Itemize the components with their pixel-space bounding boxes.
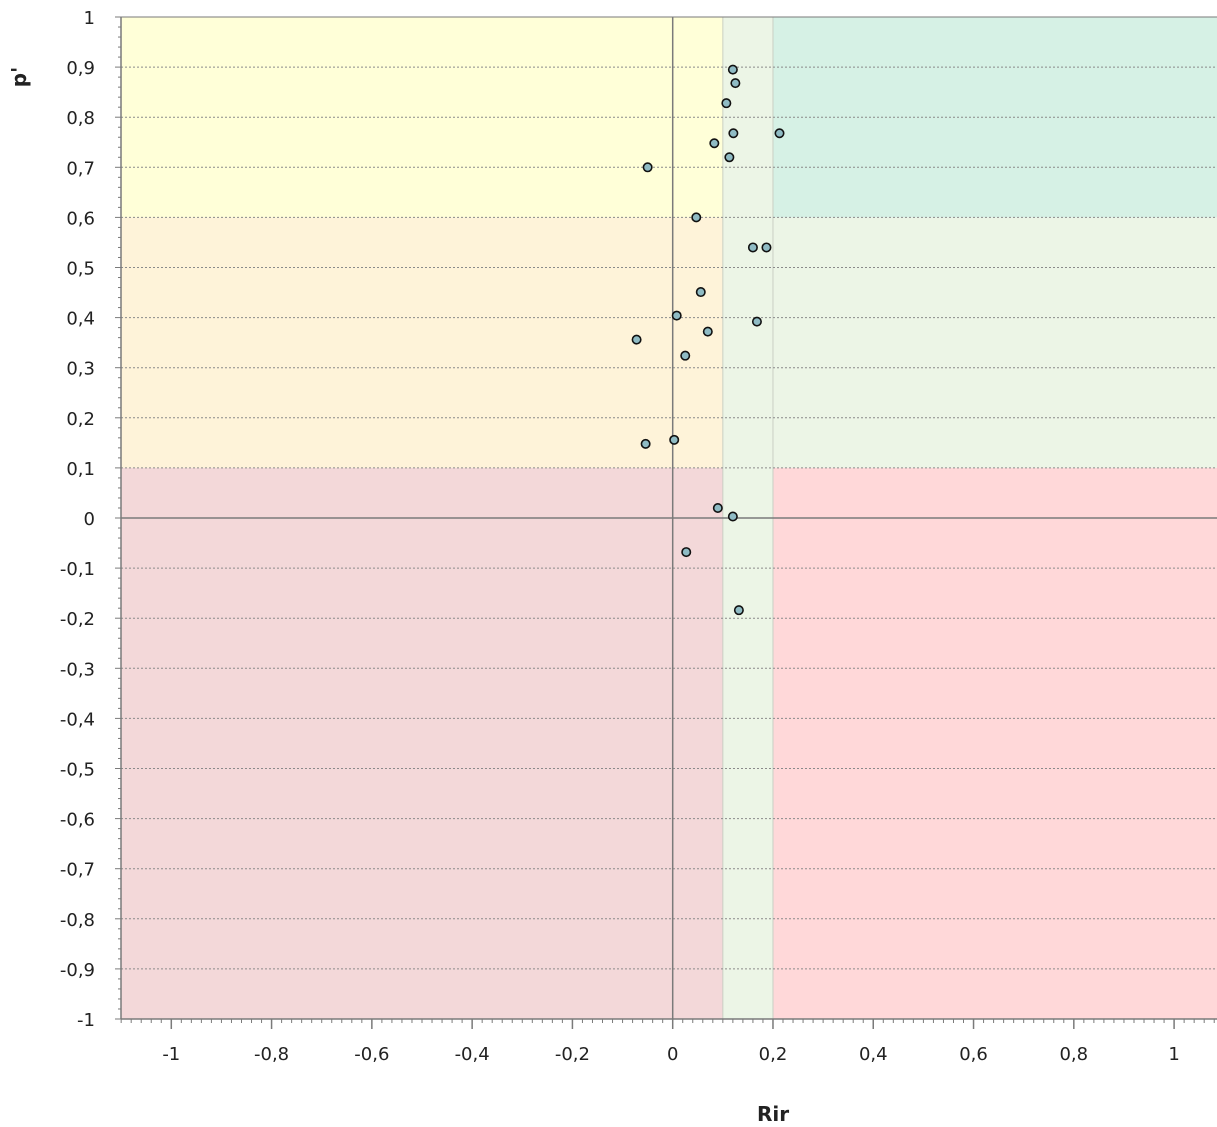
region-4: [722, 467, 773, 1019]
data-point: [712, 502, 723, 513]
x-tick-label: 0: [667, 1044, 678, 1065]
data-point: [747, 242, 758, 253]
data-point: [733, 605, 744, 616]
y-tick-label: -0,9: [60, 960, 95, 981]
data-point: [631, 334, 642, 345]
data-point: [730, 78, 741, 89]
y-tick-label: 0,1: [66, 459, 95, 480]
data-point: [691, 212, 702, 223]
data-point: [681, 547, 692, 558]
x-tick-label: -0,2: [555, 1044, 590, 1065]
y-tick-label: -0,7: [60, 860, 95, 881]
y-tick-label: 0,4: [66, 309, 95, 330]
x-tick-label: -1: [162, 1044, 180, 1065]
y-tick-label: 0,7: [66, 158, 95, 179]
data-point: [702, 326, 713, 337]
data-point: [695, 287, 706, 298]
x-tick-label: 1: [1168, 1044, 1179, 1065]
y-tick-label: 0,5: [66, 259, 95, 280]
data-point: [728, 128, 739, 139]
data-point: [642, 162, 653, 173]
x-tick-label: -0,4: [455, 1044, 490, 1065]
y-tick-label: 0,6: [66, 208, 95, 229]
y-tick-label: -1: [77, 1010, 95, 1031]
data-point: [751, 316, 762, 327]
x-axis-title: Rir: [757, 1102, 789, 1126]
x-tick-label: 0,6: [959, 1044, 988, 1065]
y-tick-label: 0,8: [66, 108, 95, 129]
x-tick-label: -0,6: [354, 1044, 389, 1065]
data-points: [631, 64, 785, 616]
data-point: [671, 310, 682, 321]
data-point: [724, 152, 735, 163]
y-tick-label: -0,3: [60, 659, 95, 680]
data-point: [761, 242, 772, 253]
region-3: [722, 17, 773, 468]
y-tick-label: 0,3: [66, 359, 95, 380]
x-tick-label: 0,4: [859, 1044, 888, 1065]
region-1: [121, 217, 723, 468]
y-axis-title: p': [7, 67, 31, 87]
y-tick-label: -0,6: [60, 810, 95, 831]
tick-labels: 1 0,9 0,8 0,7 0,6 0,5 0,4 0,3 0,2 0,1 0 -0,1 -0,2 -0,…: [60, 8, 1180, 1065]
region-6: [772, 217, 1217, 468]
y-tick-label: 0: [84, 509, 95, 530]
data-point: [727, 64, 738, 75]
x-tick-label: -0,8: [254, 1044, 289, 1065]
region-7: [772, 467, 1217, 1019]
data-point: [721, 98, 732, 109]
y-tick-label: -0,4: [60, 709, 95, 730]
data-point: [640, 438, 651, 449]
y-tick-label: -0,8: [60, 910, 95, 931]
data-point: [709, 138, 720, 149]
y-tick-label: 0,2: [66, 409, 95, 430]
y-tick-label: -0,1: [60, 559, 95, 580]
y-tick-label: -0,5: [60, 760, 95, 781]
axes: [115, 16, 1217, 1029]
y-tick-label: 1: [84, 8, 95, 29]
y-tick-label: -0,2: [60, 609, 95, 630]
data-point: [680, 350, 691, 361]
data-point: [669, 434, 680, 445]
y-tick-label: 0,9: [66, 58, 95, 79]
x-tick-label: 0,2: [759, 1044, 788, 1065]
region-2: [121, 467, 723, 1019]
data-point: [774, 128, 785, 139]
x-tick-label: 0,8: [1059, 1044, 1088, 1065]
data-point: [727, 511, 738, 522]
